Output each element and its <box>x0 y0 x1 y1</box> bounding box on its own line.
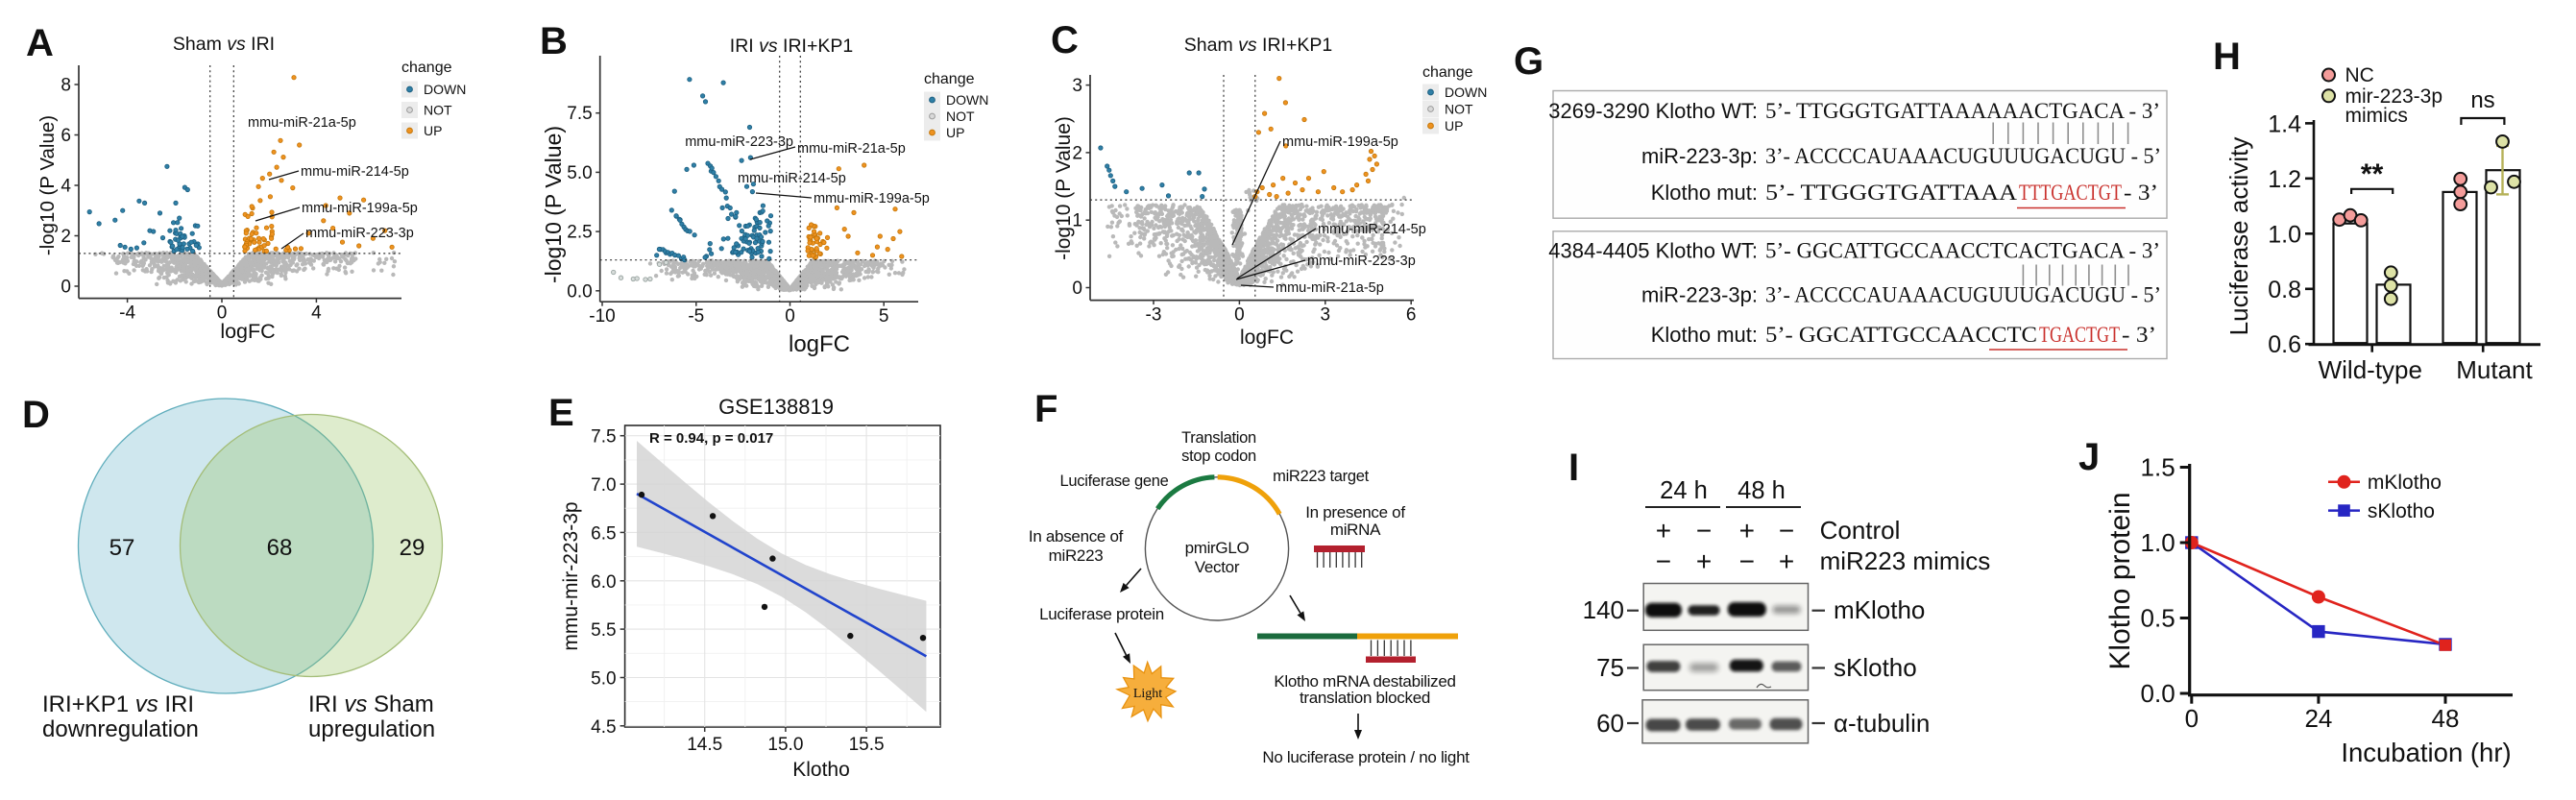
svg-text:0: 0 <box>217 303 228 324</box>
svg-text:mmu-miR-214-5p: mmu-miR-214-5p <box>738 171 846 186</box>
svg-text:4: 4 <box>311 303 322 324</box>
svg-text:NOT: NOT <box>424 103 452 118</box>
svg-text:UP: UP <box>424 123 442 138</box>
svg-text:4: 4 <box>61 177 71 197</box>
svg-text:5.0: 5.0 <box>567 163 592 183</box>
svg-text:2: 2 <box>61 227 71 247</box>
svg-text:NOT: NOT <box>946 109 975 124</box>
svg-text:C: C <box>1051 19 1079 61</box>
svg-text:IRI vs IRI+KP1: IRI vs IRI+KP1 <box>730 36 853 57</box>
svg-text:B: B <box>540 20 568 62</box>
svg-text:5: 5 <box>879 306 889 327</box>
svg-text:2.5: 2.5 <box>567 223 592 243</box>
svg-text:UP: UP <box>946 125 964 140</box>
svg-text:-4: -4 <box>119 303 135 324</box>
svg-text:6: 6 <box>61 126 71 146</box>
svg-text:mmu-miR-223-3p: mmu-miR-223-3p <box>305 226 414 241</box>
svg-text:A: A <box>26 22 54 64</box>
svg-text:-10: -10 <box>589 306 615 327</box>
svg-text:-log10 (P Value): -log10 (P Value) <box>541 126 566 283</box>
svg-text:DOWN: DOWN <box>424 82 466 97</box>
svg-text:mmu-miR-214-5p: mmu-miR-214-5p <box>301 164 409 180</box>
svg-text:DOWN: DOWN <box>946 92 988 108</box>
svg-text:logFC: logFC <box>220 320 275 343</box>
svg-text:-log10 (P Value): -log10 (P Value) <box>36 115 59 255</box>
svg-text:logFC: logFC <box>789 331 850 357</box>
svg-text:change: change <box>401 60 452 76</box>
svg-text:mmu-miR-21a-5p: mmu-miR-21a-5p <box>797 141 906 157</box>
svg-text:Sham vs IRI: Sham vs IRI <box>173 34 275 55</box>
svg-text:0: 0 <box>785 306 795 327</box>
svg-text:change: change <box>924 71 975 87</box>
svg-text:mmu-miR-223-3p: mmu-miR-223-3p <box>685 134 793 150</box>
svg-text:8: 8 <box>61 76 71 96</box>
svg-text:0.0: 0.0 <box>567 281 592 302</box>
svg-text:mmu-miR-21a-5p: mmu-miR-21a-5p <box>248 115 356 131</box>
svg-text:0: 0 <box>61 278 71 298</box>
svg-text:mmu-miR-199a-5p: mmu-miR-199a-5p <box>302 201 418 216</box>
svg-text:7.5: 7.5 <box>567 104 592 124</box>
svg-text:-5: -5 <box>688 306 704 327</box>
svg-text:mmu-miR-199a-5p: mmu-miR-199a-5p <box>814 191 930 206</box>
